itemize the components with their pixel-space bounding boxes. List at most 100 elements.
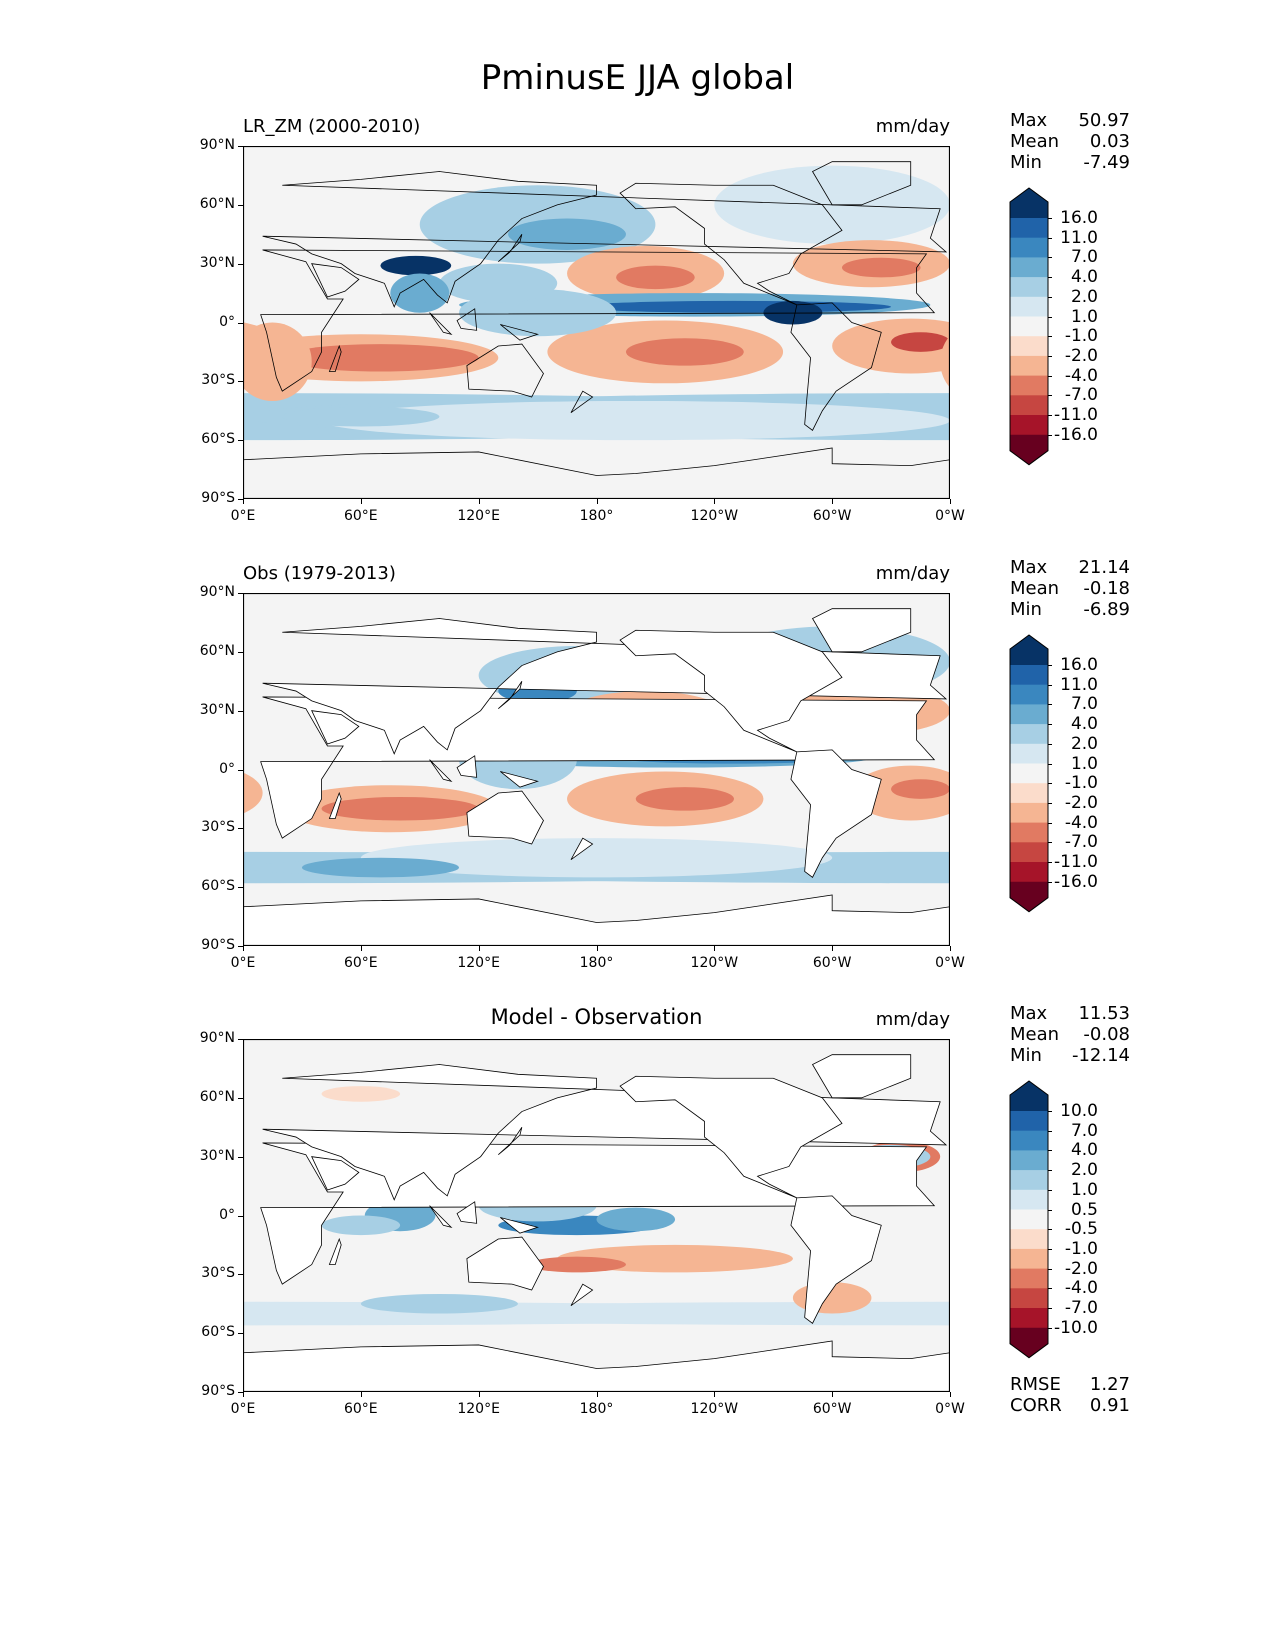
colorbar-tick <box>1048 218 1052 219</box>
colorbar-outline <box>1009 187 1049 466</box>
colorbar <box>1009 187 1049 466</box>
x-tick-label: 120°E <box>457 508 500 524</box>
colorbar-extend-min <box>1010 1327 1048 1358</box>
colorbar-tick <box>1048 1268 1052 1270</box>
colorbar-tick-label: -10.0 <box>1054 1317 1098 1338</box>
contour-region <box>763 300 823 325</box>
colorbar-tick-label: 4.0 <box>1070 714 1098 735</box>
colorbar-tick <box>1048 724 1052 726</box>
colorbar-tick <box>1048 1130 1052 1132</box>
coastline <box>619 1075 843 1199</box>
x-tick-mark <box>596 1392 598 1397</box>
x-tick-mark <box>596 499 598 504</box>
colorbar-tick-label: 7.0 <box>1070 1120 1098 1141</box>
contour-region <box>390 273 450 313</box>
y-tick-mark <box>238 440 243 442</box>
colorbar-tick-label: -11.0 <box>1054 405 1098 425</box>
x-tick-label: 180° <box>579 955 614 971</box>
panel-units: mm/day <box>875 563 950 584</box>
x-tick-label: 0°E <box>230 508 256 524</box>
y-tick-mark <box>238 828 243 830</box>
panel-left-title: Obs (1979-2013) <box>243 563 396 584</box>
colorbar-bin <box>1010 1111 1048 1132</box>
coastline <box>466 343 544 398</box>
colorbar-bin <box>1010 277 1048 298</box>
colorbar-bin <box>1010 1229 1048 1250</box>
x-tick-label: 120°W <box>690 1401 739 1417</box>
colorbar-tick-label: -7.0 <box>1064 385 1098 406</box>
y-tick-label: 60°N <box>199 1088 235 1105</box>
metric-label: RMSE <box>1010 1374 1061 1395</box>
y-tick-mark <box>238 146 243 147</box>
colorbar-tick-label: -2.0 <box>1064 792 1098 813</box>
colorbar-tick <box>1048 316 1052 318</box>
y-tick-mark <box>238 1333 243 1335</box>
coastline <box>619 182 843 306</box>
colorbar-tick-label: -4.0 <box>1064 1278 1098 1299</box>
x-tick-mark <box>950 499 951 504</box>
colorbar-bin <box>1010 724 1048 745</box>
y-tick-mark <box>238 263 243 265</box>
colorbar-bin <box>1010 1308 1048 1329</box>
y-tick-label: 90°S <box>201 1383 235 1399</box>
colorbar-tick <box>1048 336 1052 338</box>
colorbar-tick <box>1048 375 1052 377</box>
colorbar-tick-label: -16.0 <box>1054 424 1098 445</box>
y-tick-label: 30°S <box>201 1265 235 1282</box>
x-tick-label: 60°W <box>812 1401 852 1417</box>
colorbar-tick-label: -2.0 <box>1064 1258 1098 1279</box>
colorbar-extend-min <box>1010 434 1048 465</box>
y-tick-label: 30°N <box>199 701 235 718</box>
colorbar-tick <box>1048 822 1052 824</box>
y-tick-mark <box>238 204 243 206</box>
coastline <box>311 263 360 298</box>
x-tick-mark <box>360 1392 362 1397</box>
colorbar-tick-label: 1.0 <box>1070 1179 1098 1200</box>
x-tick-mark <box>360 499 362 504</box>
contour-region <box>439 263 558 303</box>
stat-value: 11.53 <box>1078 1003 1130 1024</box>
colorbar-bin <box>1010 1288 1048 1309</box>
x-tick-label: 0°W <box>935 1401 965 1417</box>
colorbar-tick <box>1048 1288 1052 1290</box>
coastline <box>811 608 912 653</box>
colorbar-outline <box>1009 634 1049 913</box>
colorbar-tick <box>1048 1209 1052 1211</box>
y-tick-mark <box>238 651 243 653</box>
colorbar-bin <box>1010 783 1048 804</box>
colorbar-tick <box>1048 395 1052 397</box>
colorbar-bin <box>1010 218 1048 239</box>
colorbar-bin <box>1010 684 1048 705</box>
contour-region <box>891 332 950 352</box>
contour-region <box>625 338 744 366</box>
colorbar-tick-label: -1.0 <box>1064 773 1098 794</box>
coastline <box>456 755 478 778</box>
panel-units: mm/day <box>875 1009 950 1030</box>
colorbar-tick-label: 11.0 <box>1060 227 1098 248</box>
x-tick-label: 180° <box>579 508 614 524</box>
colorbar-tick <box>1048 434 1052 436</box>
coastline <box>570 390 594 414</box>
y-tick-label: 0° <box>219 1206 235 1223</box>
colorbar-tick-label: 10.0 <box>1060 1101 1098 1121</box>
axes-frame <box>243 1039 950 1392</box>
colorbar-tick <box>1048 1308 1052 1309</box>
x-tick-mark <box>478 1392 480 1397</box>
colorbar-tick <box>1048 881 1052 883</box>
colorbar-bin <box>1010 336 1048 357</box>
contour-region <box>360 838 833 878</box>
colorbar-tick-label: -4.0 <box>1064 365 1098 386</box>
stat-label: Max <box>1010 1003 1048 1024</box>
y-tick-mark <box>238 381 243 383</box>
x-tick-mark <box>478 499 480 504</box>
colorbar-bin <box>1010 704 1048 725</box>
stat-value: -7.49 <box>1083 152 1130 173</box>
colorbar-tick-label: -0.5 <box>1064 1219 1098 1240</box>
contour-region <box>891 779 950 799</box>
colorbar-bin <box>1010 802 1048 824</box>
coastline <box>570 1283 594 1307</box>
x-tick-mark <box>950 1392 951 1397</box>
colorbar-tick <box>1048 862 1052 863</box>
colorbar-tick <box>1048 257 1052 259</box>
coastline <box>260 249 936 392</box>
